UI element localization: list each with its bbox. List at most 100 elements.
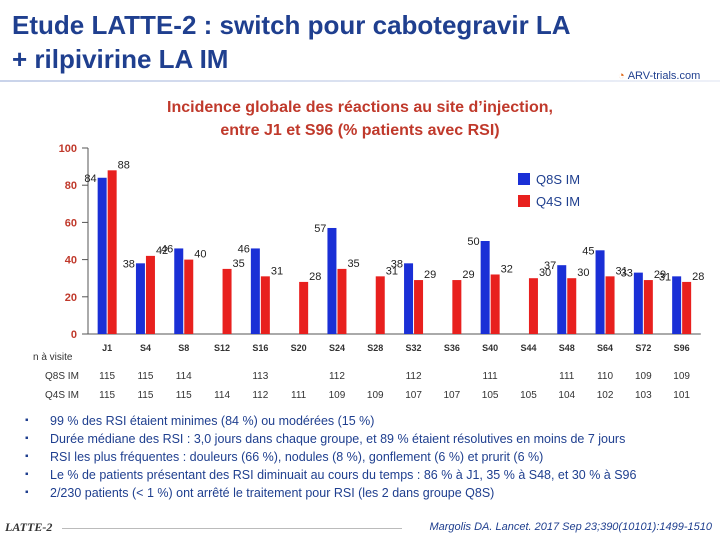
- n-row-label-q4s: Q4S IM: [45, 390, 79, 401]
- bar-q8s: [595, 250, 605, 334]
- data-label: 45: [582, 245, 594, 257]
- n-cell: 114: [214, 390, 231, 401]
- n-cell: 115: [99, 390, 116, 401]
- data-label: 32: [501, 263, 513, 275]
- x-tick-label: S8: [178, 343, 189, 353]
- slide-title-line1: Etude LATTE-2 : switch pour cabotegravir…: [12, 10, 571, 40]
- legend-label-q4s: Q4S IM: [536, 193, 581, 209]
- legend-item-q4s: Q4S IM: [518, 190, 580, 212]
- data-label: 50: [467, 236, 479, 248]
- data-label: 38: [391, 258, 403, 270]
- x-tick-label: S24: [329, 343, 345, 353]
- bar-q4s: [107, 170, 117, 334]
- n-cell: 104: [558, 390, 576, 401]
- legend-item-q8s: Q8S IM: [518, 168, 580, 190]
- bar-q8s: [480, 241, 490, 334]
- x-tick-label: S40: [482, 343, 498, 353]
- bullet-text: 2/230 patients (< 1 %) ont arrêté le tra…: [50, 486, 495, 500]
- title-divider: [0, 80, 720, 82]
- n-cell: 114: [175, 371, 192, 382]
- n-cell: 113: [252, 371, 269, 382]
- bar-q8s: [672, 276, 682, 334]
- bar-q8s: [633, 272, 643, 334]
- bar-q8s: [327, 227, 337, 334]
- bullet-item: ▪ Durée médiane des RSI : 3,0 jours dans …: [25, 430, 715, 448]
- legend-swatch-q8s: [518, 173, 530, 185]
- x-tick-label: S72: [635, 343, 651, 353]
- data-label: 57: [314, 223, 326, 235]
- reference: Margolis DA. Lancet. 2017 Sep 23;390(101…: [429, 521, 712, 533]
- bar-q4s: [643, 280, 653, 334]
- logo: ◔ ARV-trials.com: [618, 70, 700, 82]
- logo-text: ARV-trials.com: [627, 70, 701, 82]
- n-cell: 111: [291, 390, 307, 401]
- bullet-text: RSI les plus fréquentes : douleurs (66 %…: [50, 450, 544, 464]
- bar-q4s: [414, 280, 424, 334]
- n-cell: 112: [328, 371, 345, 382]
- x-tick-label: S48: [559, 343, 575, 353]
- data-label: 84: [84, 173, 96, 185]
- bullet-icon: ▪: [25, 415, 29, 426]
- n-cell: 107: [405, 390, 422, 401]
- bullet-item: ▪ 2/230 patients (< 1 %) ont arrêté le tr…: [25, 484, 715, 502]
- data-label: 30: [539, 267, 551, 279]
- bar-q4s: [375, 276, 385, 334]
- n-cell: 115: [175, 390, 192, 401]
- n-table-label: n à visite: [33, 352, 73, 363]
- bar-q8s: [135, 263, 145, 334]
- data-label: 37: [544, 260, 556, 272]
- x-tick-label: S20: [291, 343, 307, 353]
- data-label: 40: [194, 249, 206, 261]
- chart-legend: Q8S IM Q4S IM: [518, 168, 580, 212]
- data-label: 31: [386, 265, 398, 277]
- bar-q4s: [222, 268, 232, 334]
- n-cell: 101: [673, 390, 690, 401]
- slide-title: Etude LATTE-2 : switch pour cabotegravir…: [12, 8, 612, 76]
- y-tick-label: 40: [65, 255, 77, 267]
- n-cell: 110: [597, 371, 614, 382]
- n-cell: 105: [481, 390, 499, 401]
- bar-q4s: [490, 274, 500, 334]
- bar-q4s: [260, 276, 270, 334]
- n-cell: 112: [405, 371, 422, 382]
- bar-q8s: [404, 263, 414, 334]
- bullet-icon: ▪: [25, 469, 29, 480]
- data-label: 33: [621, 268, 633, 280]
- x-tick-label: S64: [597, 343, 613, 353]
- n-cell: 115: [99, 371, 116, 382]
- data-label: 29: [462, 269, 474, 281]
- y-tick-label: 80: [65, 180, 77, 192]
- n-cell: 109: [635, 371, 652, 382]
- bar-q4s: [605, 276, 615, 334]
- chart-title-line2: entre J1 et S96 (% patients avec RSI): [220, 122, 500, 139]
- bar-q4s: [682, 281, 692, 334]
- x-tick-label: S44: [520, 343, 536, 353]
- bar-q4s: [452, 280, 462, 334]
- n-cell: 103: [635, 390, 652, 401]
- bullet-item: ▪ RSI les plus fréquentes : douleurs (66 …: [25, 448, 715, 466]
- n-cell: 109: [673, 371, 690, 382]
- bar-q8s: [97, 177, 107, 334]
- bullet-item: ▪ 99 % des RSI étaient minimes (84 %) ou …: [25, 412, 715, 430]
- data-label: 31: [271, 265, 283, 277]
- data-label: 28: [309, 271, 321, 283]
- data-label: 42: [156, 245, 168, 257]
- data-label: 29: [654, 269, 666, 281]
- x-tick-label: S32: [406, 343, 422, 353]
- study-name: LATTE-2: [5, 520, 53, 534]
- n-cell: 115: [137, 371, 154, 382]
- bar-q4s: [567, 278, 577, 334]
- x-tick-label: S16: [252, 343, 268, 353]
- data-label: 46: [238, 243, 250, 255]
- n-cell: 109: [328, 390, 346, 401]
- n-cell: 111: [482, 371, 498, 382]
- data-label: 31: [616, 265, 628, 277]
- x-tick-label: S96: [674, 343, 690, 353]
- bar-q8s: [557, 265, 567, 334]
- bar-q8s: [174, 248, 184, 334]
- x-tick-label: J1: [102, 343, 112, 353]
- footer-divider: [62, 528, 402, 529]
- bar-q8s: [250, 248, 260, 334]
- bullet-item: ▪ Le % de patients présentant des RSI dim…: [25, 466, 715, 484]
